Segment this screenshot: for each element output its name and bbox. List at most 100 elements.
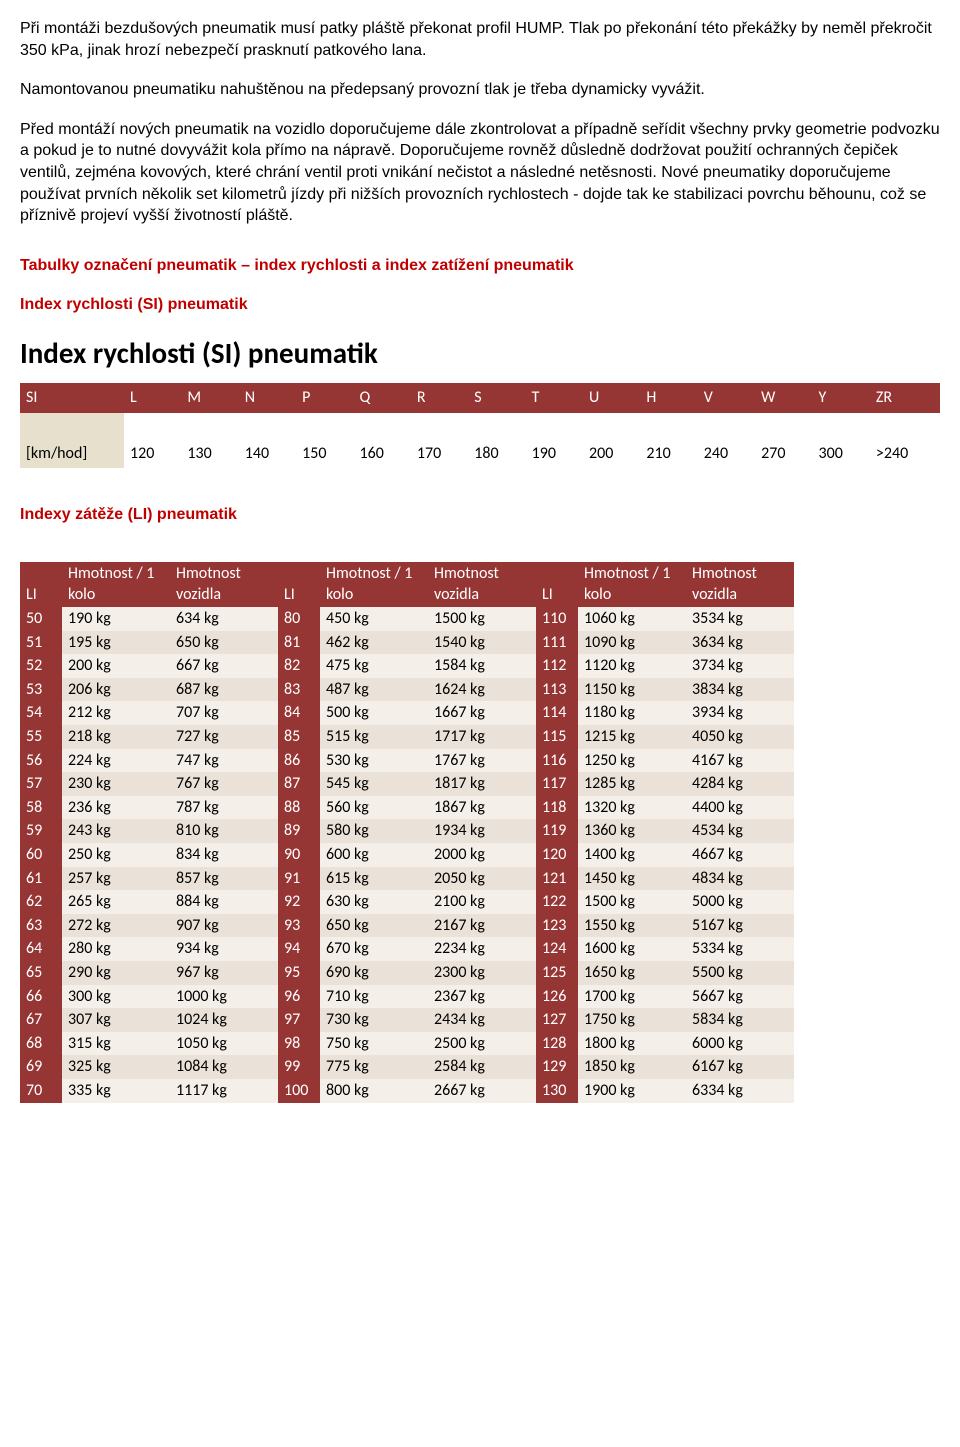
li-index-cell: 99: [278, 1055, 320, 1079]
li-wheel-cell: 280 kg: [62, 937, 170, 961]
li-vehicle-cell: 5000 kg: [686, 890, 794, 914]
li-vehicle-cell: 1050 kg: [170, 1032, 278, 1056]
li-vehicle-cell: 1624 kg: [428, 678, 536, 702]
li-header-li: LI: [536, 562, 578, 607]
si-value: 210: [640, 439, 697, 469]
li-row: 58236 kg787 kg88560 kg1867 kg1181320 kg4…: [20, 796, 794, 820]
li-index-cell: 54: [20, 701, 62, 725]
li-vehicle-cell: 5834 kg: [686, 1008, 794, 1032]
li-wheel-cell: 206 kg: [62, 678, 170, 702]
li-row: 50190 kg634 kg80450 kg1500 kg1101060 kg3…: [20, 607, 794, 631]
li-wheel-cell: 1650 kg: [578, 961, 686, 985]
si-value: 270: [755, 439, 812, 469]
li-index-cell: 119: [536, 819, 578, 843]
li-vehicle-cell: 3734 kg: [686, 654, 794, 678]
li-vehicle-cell: 967 kg: [170, 961, 278, 985]
si-row-label: [km/hod]: [20, 439, 124, 469]
li-index-cell: 129: [536, 1055, 578, 1079]
li-index-cell: 100: [278, 1079, 320, 1103]
li-vehicle-cell: 687 kg: [170, 678, 278, 702]
li-header-wheel: Hmotnost / 1 kolo: [320, 562, 428, 607]
si-value: 130: [181, 439, 238, 469]
li-vehicle-cell: 884 kg: [170, 890, 278, 914]
li-wheel-cell: 1850 kg: [578, 1055, 686, 1079]
li-index-cell: 110: [536, 607, 578, 631]
li-wheel-cell: 1320 kg: [578, 796, 686, 820]
li-vehicle-cell: 857 kg: [170, 867, 278, 891]
li-vehicle-cell: 5334 kg: [686, 937, 794, 961]
li-wheel-cell: 1700 kg: [578, 985, 686, 1009]
li-vehicle-cell: 1934 kg: [428, 819, 536, 843]
li-vehicle-cell: 1767 kg: [428, 749, 536, 773]
li-header-vehicle: Hmotnost vozidla: [428, 562, 536, 607]
li-wheel-cell: 580 kg: [320, 819, 428, 843]
li-vehicle-cell: 6000 kg: [686, 1032, 794, 1056]
li-index-cell: 63: [20, 914, 62, 938]
li-row: 63272 kg907 kg93650 kg2167 kg1231550 kg5…: [20, 914, 794, 938]
li-header-li: LI: [278, 562, 320, 607]
li-vehicle-cell: 787 kg: [170, 796, 278, 820]
li-vehicle-cell: 810 kg: [170, 819, 278, 843]
li-index-cell: 98: [278, 1032, 320, 1056]
li-index-cell: 115: [536, 725, 578, 749]
li-wheel-cell: 1360 kg: [578, 819, 686, 843]
li-row: 60250 kg834 kg90600 kg2000 kg1201400 kg4…: [20, 843, 794, 867]
li-vehicle-cell: 667 kg: [170, 654, 278, 678]
li-vehicle-cell: 1000 kg: [170, 985, 278, 1009]
si-code: Y: [813, 383, 870, 413]
li-index-cell: 87: [278, 772, 320, 796]
si-value: 160: [354, 439, 411, 469]
li-index-cell: 125: [536, 961, 578, 985]
si-code: P: [296, 383, 353, 413]
li-vehicle-cell: 6334 kg: [686, 1079, 794, 1103]
li-wheel-cell: 265 kg: [62, 890, 170, 914]
li-index-cell: 55: [20, 725, 62, 749]
li-vehicle-cell: 4834 kg: [686, 867, 794, 891]
li-wheel-cell: 450 kg: [320, 607, 428, 631]
li-vehicle-cell: 4167 kg: [686, 749, 794, 773]
li-index-cell: 59: [20, 819, 62, 843]
li-row: 62265 kg884 kg92630 kg2100 kg1221500 kg5…: [20, 890, 794, 914]
paragraph-3: Před montáží nových pneumatik na vozidlo…: [20, 119, 940, 227]
heading-li-sub: Indexy zátěže (LI) pneumatik: [20, 504, 940, 526]
si-code: H: [640, 383, 697, 413]
li-vehicle-cell: 834 kg: [170, 843, 278, 867]
li-index-cell: 114: [536, 701, 578, 725]
si-value: 300: [813, 439, 870, 469]
si-table: SI L M N P Q R S T U H V W Y ZR [km/hod]…: [20, 383, 940, 468]
li-wheel-cell: 730 kg: [320, 1008, 428, 1032]
li-index-cell: 52: [20, 654, 62, 678]
li-vehicle-cell: 1500 kg: [428, 607, 536, 631]
li-index-cell: 80: [278, 607, 320, 631]
li-vehicle-cell: 2050 kg: [428, 867, 536, 891]
li-wheel-cell: 475 kg: [320, 654, 428, 678]
li-wheel-cell: 487 kg: [320, 678, 428, 702]
li-index-cell: 118: [536, 796, 578, 820]
li-index-cell: 58: [20, 796, 62, 820]
li-wheel-cell: 710 kg: [320, 985, 428, 1009]
li-table: LI Hmotnost / 1 kolo Hmotnost vozidla LI…: [20, 562, 794, 1103]
li-wheel-cell: 1285 kg: [578, 772, 686, 796]
li-index-cell: 124: [536, 937, 578, 961]
li-vehicle-cell: 634 kg: [170, 607, 278, 631]
li-row: 66300 kg1000 kg96710 kg2367 kg1261700 kg…: [20, 985, 794, 1009]
li-vehicle-cell: 4284 kg: [686, 772, 794, 796]
li-wheel-cell: 1900 kg: [578, 1079, 686, 1103]
li-wheel-cell: 800 kg: [320, 1079, 428, 1103]
si-code: N: [239, 383, 296, 413]
li-vehicle-cell: 1084 kg: [170, 1055, 278, 1079]
li-vehicle-cell: 1867 kg: [428, 796, 536, 820]
li-index-cell: 127: [536, 1008, 578, 1032]
si-value: 180: [468, 439, 525, 469]
li-header-wheel: Hmotnost / 1 kolo: [578, 562, 686, 607]
si-code: S: [468, 383, 525, 413]
li-index-cell: 89: [278, 819, 320, 843]
li-wheel-cell: 243 kg: [62, 819, 170, 843]
li-wheel-cell: 1120 kg: [578, 654, 686, 678]
si-value: 200: [583, 439, 640, 469]
paragraph-1: Při montáži bezdušových pneumatik musí p…: [20, 18, 940, 61]
li-wheel-cell: 1060 kg: [578, 607, 686, 631]
li-vehicle-cell: 2667 kg: [428, 1079, 536, 1103]
li-header-vehicle: Hmotnost vozidla: [686, 562, 794, 607]
li-wheel-cell: 650 kg: [320, 914, 428, 938]
